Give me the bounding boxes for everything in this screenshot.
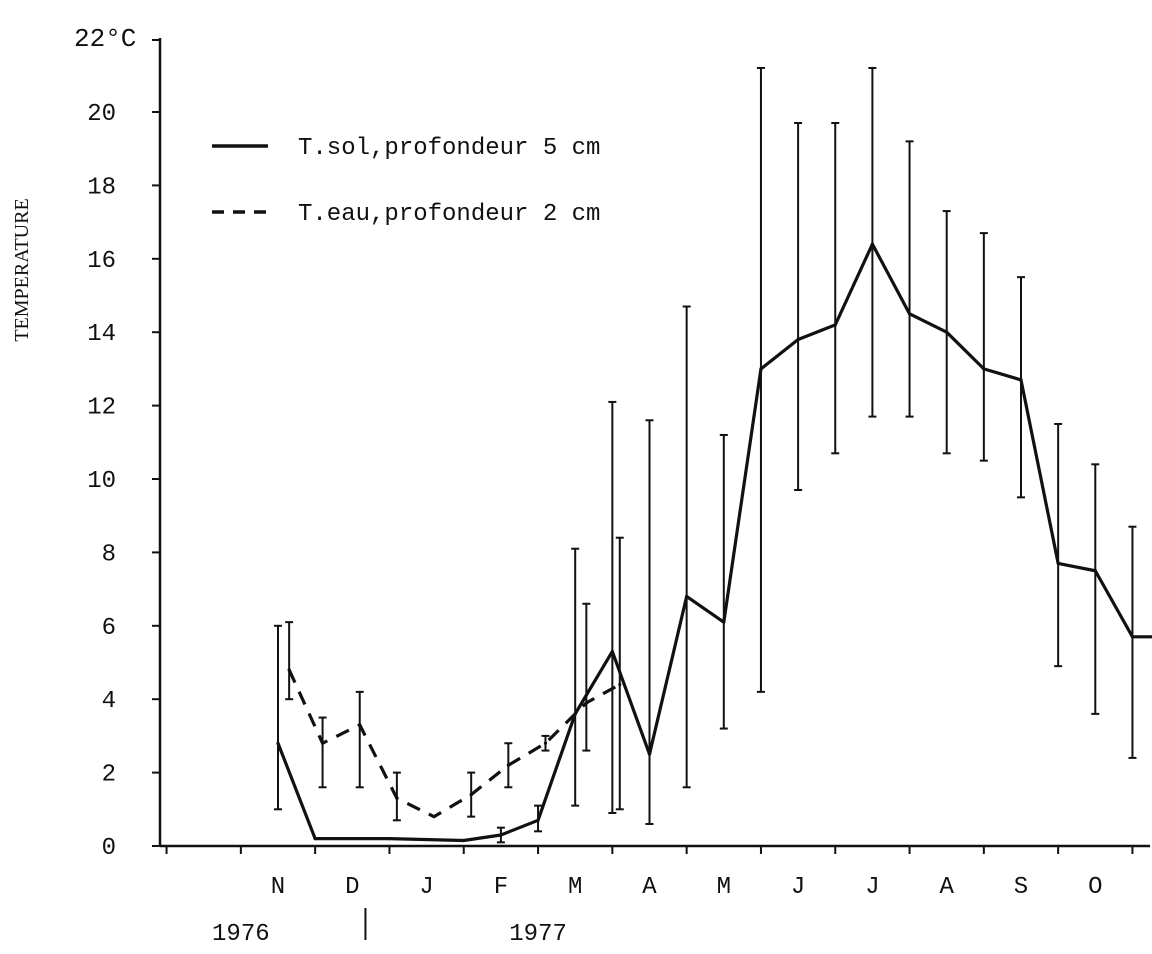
data-point	[982, 367, 986, 371]
x-tick-label-month: J	[865, 874, 879, 901]
data-point	[387, 837, 392, 841]
y-unit-label: 22°C	[74, 24, 136, 54]
data-point	[313, 837, 317, 841]
x-tick-label-month: A	[642, 874, 657, 901]
y-tick-label: 2	[102, 762, 116, 789]
data-point	[1093, 569, 1097, 573]
y-tick-label: 0	[102, 835, 116, 862]
data-point	[584, 701, 588, 705]
data-point	[618, 682, 622, 687]
x-tick-label-month: A	[939, 874, 954, 901]
x-tick-label-month: F	[494, 874, 508, 901]
y-tick-label: 20	[87, 101, 116, 128]
data-point	[320, 741, 325, 745]
data-point	[870, 242, 875, 246]
data-point	[759, 367, 763, 371]
y-tick-label: 10	[87, 468, 116, 495]
x-tick-label-month: O	[1088, 874, 1102, 901]
data-point	[462, 838, 466, 843]
y-tick-label: 6	[102, 615, 116, 642]
year-label: 1976	[212, 921, 270, 948]
data-point	[1056, 561, 1060, 566]
data-point	[647, 752, 652, 756]
data-point	[395, 796, 399, 800]
data-point	[358, 723, 362, 727]
x-tick-label-month: S	[1014, 874, 1028, 901]
x-tick-label-month: D	[345, 874, 359, 901]
x-tick-label-month: J	[419, 874, 433, 901]
x-tick-label-month: M	[717, 874, 731, 901]
y-tick-label: 4	[102, 688, 116, 715]
data-point	[499, 833, 503, 837]
data-point	[610, 649, 614, 654]
data-point	[469, 793, 473, 797]
y-tick-label: 14	[87, 321, 116, 348]
data-point	[432, 815, 436, 819]
y-tick-label: 12	[87, 395, 116, 422]
y-tick-label: 18	[87, 174, 116, 201]
data-point	[907, 312, 912, 316]
data-point	[276, 741, 280, 745]
data-point	[287, 668, 291, 672]
data-point	[833, 323, 837, 327]
x-tick-label-month: M	[568, 874, 582, 901]
y-axis-title: TEMPERATURE	[11, 198, 33, 341]
legend-label: T.eau,profondeur 2 cm	[298, 201, 600, 228]
data-point	[536, 818, 540, 822]
data-point	[796, 337, 800, 342]
data-point	[506, 763, 510, 767]
x-tick-label-month: N	[271, 874, 285, 901]
data-point	[1130, 635, 1135, 639]
data-point	[945, 330, 949, 334]
x-tick-label-month: J	[791, 874, 805, 901]
y-tick-label: 8	[102, 541, 116, 568]
series-line-eau	[287, 669, 621, 819]
legend-label: T.sol,profondeur 5 cm	[298, 135, 600, 162]
data-point	[685, 594, 689, 599]
data-point	[543, 741, 548, 745]
data-point	[1019, 378, 1023, 382]
data-point	[722, 620, 726, 624]
y-tick-label: 16	[87, 248, 116, 275]
year-label: 1977	[509, 921, 567, 948]
